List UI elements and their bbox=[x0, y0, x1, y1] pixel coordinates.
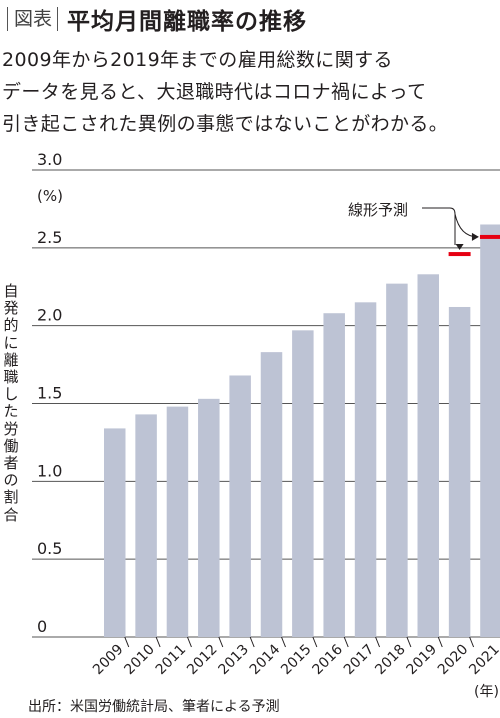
bar bbox=[198, 398, 220, 637]
bar bbox=[292, 330, 314, 637]
forecast-marker bbox=[448, 252, 471, 257]
y-axis-title: 自発的に離職した労働者の割合 bbox=[3, 282, 19, 524]
forecast-arrow bbox=[422, 207, 456, 246]
bar bbox=[354, 302, 377, 637]
lead-line: 2009年から2019年までの雇用総数に関する bbox=[2, 49, 393, 71]
y-tick-label: 1.0 bbox=[37, 461, 62, 480]
x-tick-label: 2012 bbox=[184, 642, 221, 679]
bar bbox=[166, 406, 189, 637]
y-tick-label: 0 bbox=[37, 617, 47, 636]
figure-title: 平均月間離職率の推移 bbox=[67, 9, 308, 35]
y-tick-label: 2.5 bbox=[37, 228, 62, 247]
forecast-arrowhead bbox=[471, 232, 479, 241]
x-tick-label: 2018 bbox=[372, 642, 409, 679]
bar bbox=[135, 414, 157, 637]
lead-text: 2009年から2019年までの雇用総数に関する データを見ると、大退職時代はコロ… bbox=[2, 44, 498, 140]
x-tick-mark bbox=[343, 636, 349, 648]
x-tick-mark bbox=[437, 636, 443, 648]
x-tick-mark bbox=[469, 636, 475, 648]
x-tick-label: 2021 bbox=[466, 642, 500, 679]
bar bbox=[260, 352, 283, 637]
forecast-label: 線形予測 bbox=[348, 201, 408, 219]
bar bbox=[104, 428, 126, 637]
bar bbox=[417, 274, 439, 637]
x-tick-mark bbox=[249, 636, 255, 648]
x-tick-mark bbox=[375, 636, 381, 648]
y-tick-label: 1.5 bbox=[37, 384, 62, 403]
x-tick-label: 2017 bbox=[341, 642, 378, 679]
figure-header: 図表 平均月間離職率の推移 bbox=[7, 2, 307, 36]
x-tick-mark bbox=[406, 636, 412, 648]
forecast-arrowhead bbox=[455, 244, 464, 251]
x-tick-label: 2009 bbox=[90, 642, 127, 679]
bar bbox=[448, 306, 471, 637]
x-tick-label: 2011 bbox=[153, 642, 190, 679]
x-tick-label: 2015 bbox=[278, 642, 315, 679]
x-unit-label: (年) bbox=[474, 684, 499, 700]
x-tick-mark bbox=[155, 636, 161, 648]
bar bbox=[323, 313, 345, 637]
lead-line: データを見ると、大退職時代はコロナ禍によって bbox=[2, 81, 427, 103]
forecast-marker bbox=[479, 234, 500, 239]
x-tick-label: 2020 bbox=[435, 642, 472, 679]
forecast-arrow bbox=[454, 213, 478, 238]
x-tick-label: 2013 bbox=[215, 642, 252, 679]
bar bbox=[229, 375, 251, 637]
x-tick-mark bbox=[281, 636, 286, 648]
x-tick-label: 2016 bbox=[310, 641, 347, 678]
source-note: 出所：米国労働統計局、筆者による予測 bbox=[28, 699, 280, 715]
y-tick-label: 3.0 bbox=[37, 150, 62, 169]
y-tick-label: 2.0 bbox=[37, 306, 62, 325]
y-unit-label: (%) bbox=[37, 187, 63, 205]
x-tick-mark bbox=[312, 636, 318, 648]
x-tick-label: 2019 bbox=[404, 642, 441, 679]
bar bbox=[480, 224, 500, 637]
x-tick-mark bbox=[218, 636, 224, 648]
x-tick-mark bbox=[124, 636, 130, 648]
x-tick-label: 2010 bbox=[121, 642, 158, 679]
figure-tag: 図表 bbox=[7, 7, 59, 31]
bar bbox=[386, 283, 408, 637]
y-tick-label: 0.5 bbox=[37, 539, 62, 558]
lead-line: 引き起こされた異例の事態ではないことがわかる。 bbox=[2, 113, 449, 135]
x-tick-mark bbox=[186, 636, 192, 648]
x-tick-label: 2014 bbox=[247, 641, 284, 678]
